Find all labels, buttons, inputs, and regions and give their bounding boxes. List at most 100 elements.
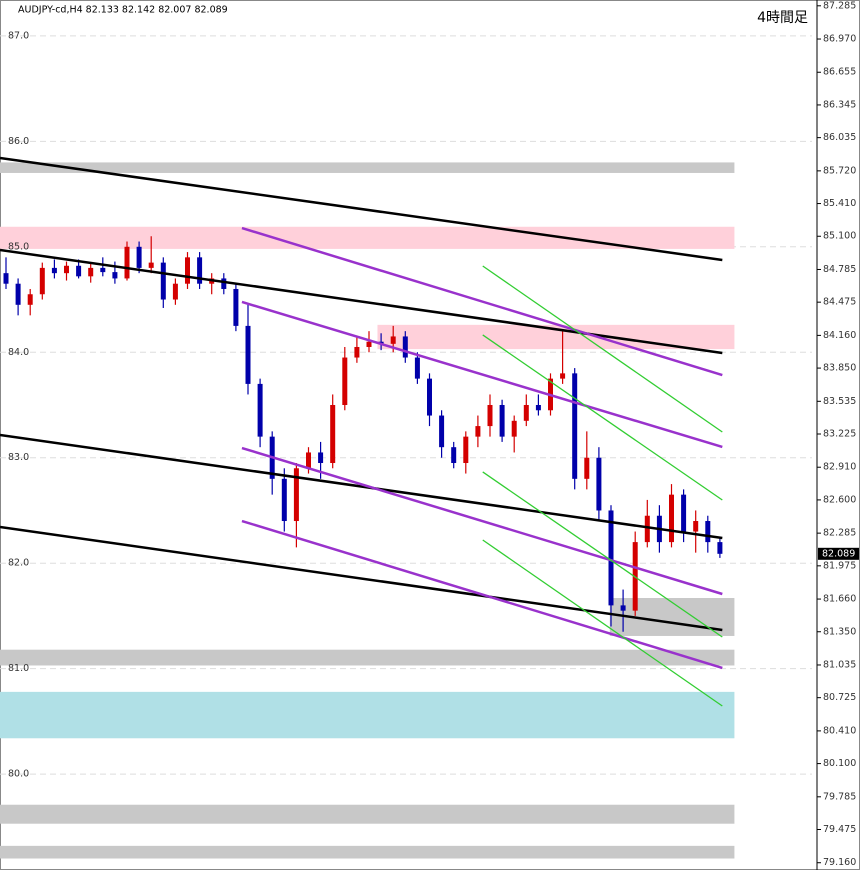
trend-line [482,334,723,501]
candle-body [160,262,166,300]
candle-body [233,288,239,326]
candle-body [414,357,420,379]
trend-line [0,433,723,540]
candle-body [221,278,227,289]
candle-body [560,373,566,379]
trend-line [482,471,723,638]
candle-body [76,265,82,277]
candle-body [185,257,190,284]
candle-body [366,341,372,347]
y-tick-label: 80.725 [823,692,856,703]
candle-body [535,404,541,411]
price-zone [0,691,735,739]
candle-body [669,494,674,543]
y-tick-label: 79.475 [823,824,856,835]
y-tick-label: 80.410 [823,725,856,736]
trend-line [241,300,723,449]
y-tick-label: 86.345 [823,99,856,110]
price-zone [0,162,735,173]
candle-body [39,267,45,295]
candle-body [306,452,311,469]
y-tick-label: 85.410 [823,198,856,209]
candle-body [487,404,493,427]
candle-body [330,404,336,464]
trend-line [241,446,723,596]
price-zone [0,804,735,824]
candle-body [644,515,650,543]
candle-body [257,383,263,437]
candle-body [693,521,699,532]
trend-line [241,519,723,670]
candle-body [136,246,142,268]
candle-body [64,265,69,274]
candle-body [705,521,711,543]
y-tick-label: 79.160 [823,857,856,868]
trend-line [0,248,723,355]
y-tick-label: 86.035 [823,132,856,143]
y-tick-label: 81.975 [823,560,856,571]
candle-body [27,294,33,305]
candle-body [51,267,57,274]
candle-body [112,272,118,279]
y-tick-label: 85.100 [823,231,856,242]
y-tick-label: 81.035 [823,659,856,670]
candle-body [451,447,457,464]
candle-body [342,357,348,405]
trend-line [482,539,723,707]
y-tick-label: 82.910 [823,462,856,473]
y-tick-label: 83.535 [823,396,856,407]
candle-body [148,262,154,268]
left-tick-label: 83.0 [8,452,29,463]
y-tick-label: 81.660 [823,594,856,605]
candle-body [124,246,130,279]
candle-body [523,404,529,421]
trend-line [482,265,723,433]
y-tick-label: 83.850 [823,363,856,374]
candle-body [439,415,445,448]
candle-body [402,336,408,358]
candle-body [3,273,9,284]
timeframe-label: 4時間足 [757,10,808,26]
candle-body [463,436,469,464]
trend-line [0,525,723,632]
candle-body [293,468,299,522]
last-price-label: 82.089 [822,548,855,559]
candle-body [318,452,324,464]
candle-body [584,457,590,479]
candle-body [681,494,687,532]
y-tick-label: 84.160 [823,330,856,341]
left-tick-label: 82.0 [8,558,29,569]
candle-body [100,267,106,273]
price-zone [0,226,735,249]
y-tick-label: 82.600 [823,494,856,505]
candle-body [245,325,251,384]
price-zone [0,845,735,859]
candle-body [197,257,203,284]
candle-body [354,346,360,358]
candle-body [427,378,432,416]
y-tick-label: 79.785 [823,791,856,802]
candle-body [620,605,626,611]
left-tick-label: 85.0 [8,241,29,252]
price-zone [0,649,735,666]
y-tick-label: 84.785 [823,264,856,275]
trend-line [0,156,723,262]
candle-body [717,542,723,554]
y-tick-label: 86.655 [823,67,856,78]
candle-body [511,420,517,437]
candle-body [475,426,481,437]
plot-area [0,35,812,859]
left-tick-label: 86.0 [8,136,29,147]
last-price-box [818,547,859,560]
candle-body [15,283,21,305]
y-tick-label: 80.100 [823,758,856,769]
y-tick-label: 84.475 [823,297,856,308]
left-tick-label: 80.0 [8,769,29,780]
y-tick-label: 81.350 [823,626,856,637]
candle-body [390,336,396,344]
candle-body [88,267,94,277]
candle-body [172,283,178,300]
candle-body [499,404,505,437]
